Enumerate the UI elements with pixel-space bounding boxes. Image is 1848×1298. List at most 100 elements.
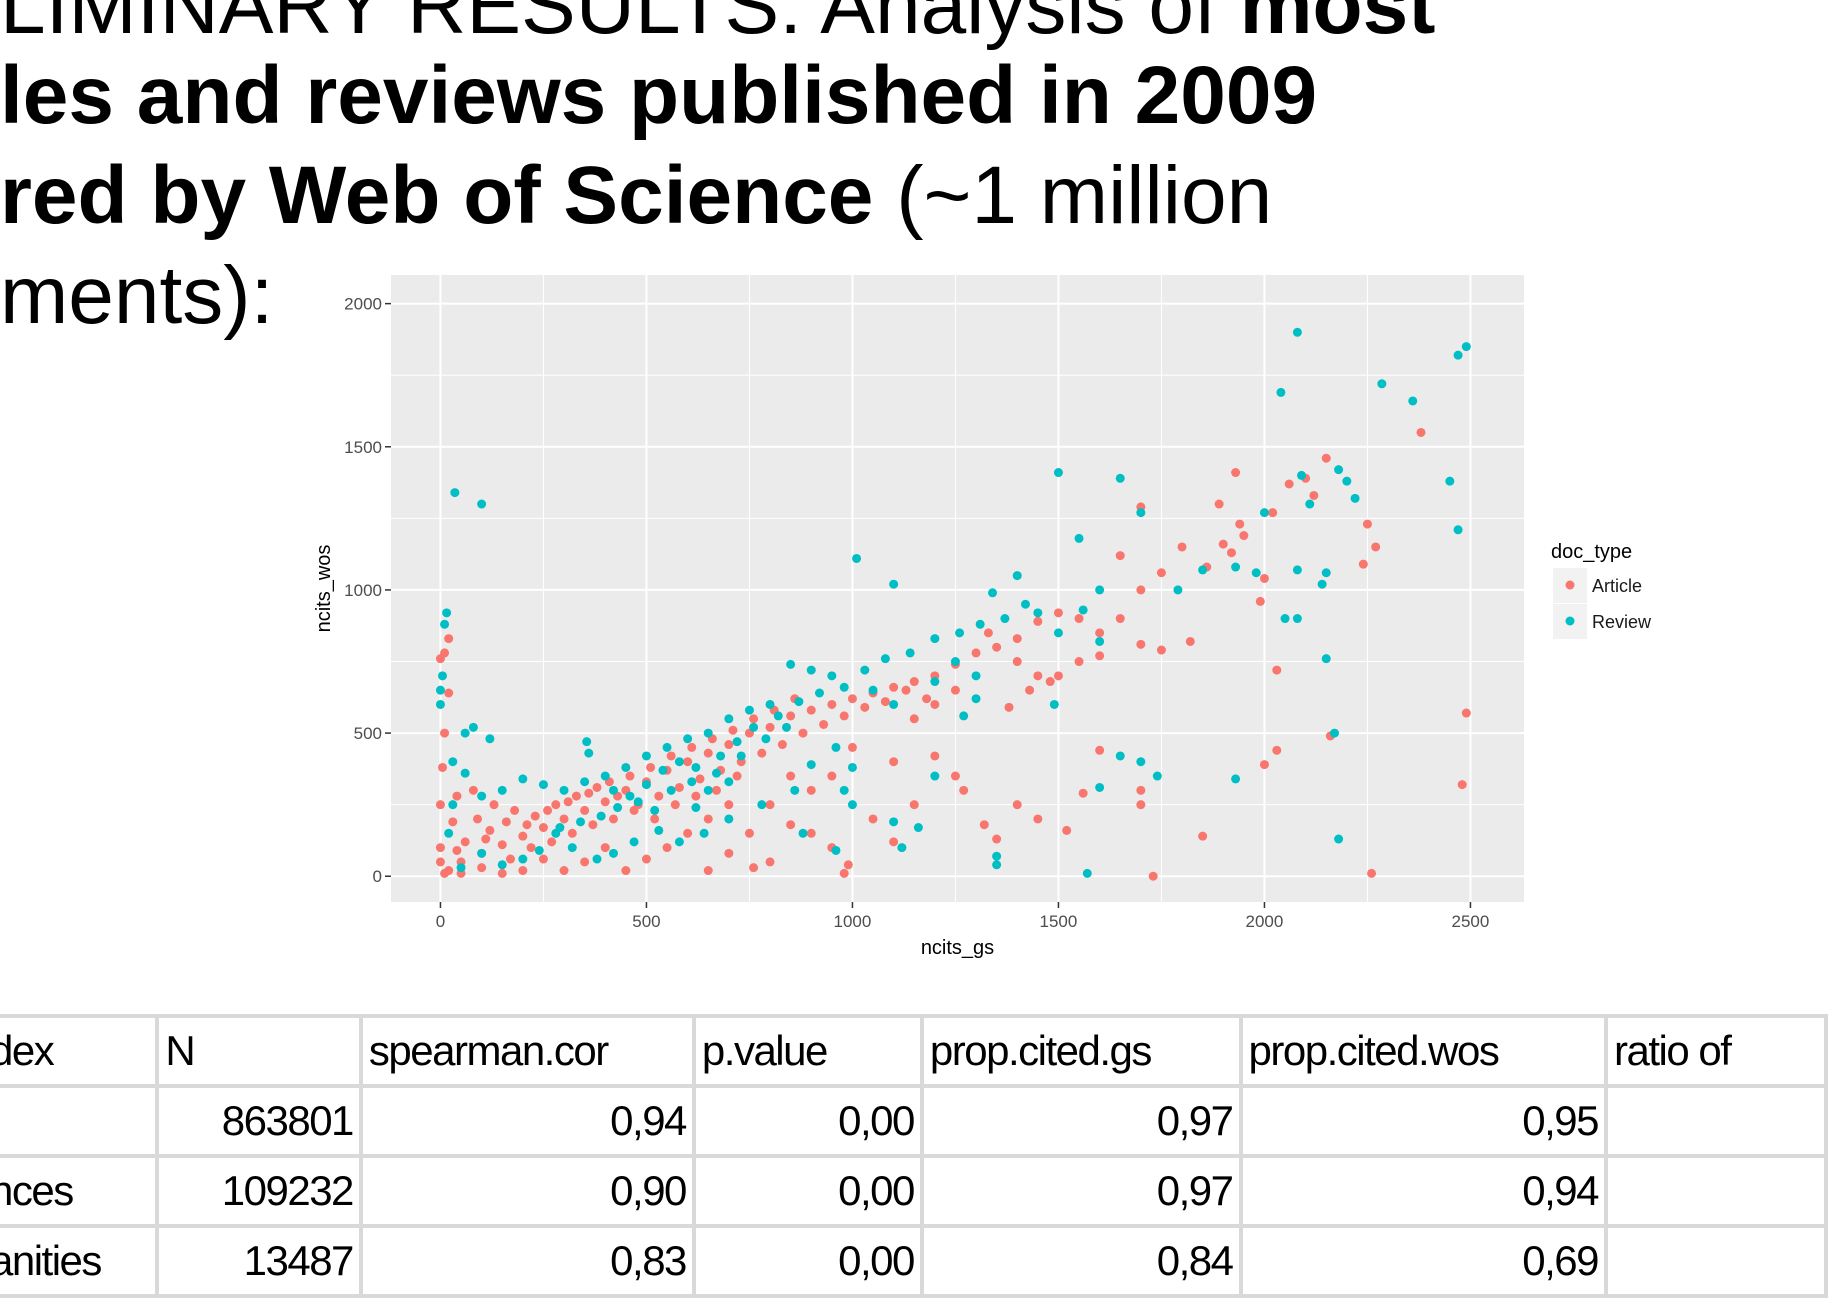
column-header: prop.cited.wos bbox=[1238, 1014, 1609, 1088]
data-point-review bbox=[744, 705, 754, 715]
data-point-article bbox=[695, 774, 705, 784]
data-point-review bbox=[736, 751, 746, 761]
heading-line-3: red by Web of Science (~1 million bbox=[0, 146, 1272, 246]
table-cell: 0,97 bbox=[919, 1154, 1243, 1228]
data-point-article bbox=[749, 714, 759, 724]
data-point-article bbox=[1012, 800, 1022, 810]
data-point-review bbox=[621, 762, 631, 772]
data-point-review bbox=[1000, 614, 1010, 624]
data-point-article bbox=[646, 762, 656, 772]
data-point-article bbox=[806, 828, 816, 838]
data-point-article bbox=[547, 837, 557, 847]
data-point-article bbox=[580, 857, 590, 867]
data-point-article bbox=[497, 868, 507, 878]
data-point-article bbox=[588, 820, 598, 830]
column-header: p.value bbox=[691, 1014, 924, 1088]
data-point-review bbox=[1342, 476, 1352, 486]
data-point-review bbox=[1231, 562, 1241, 572]
data-point-review bbox=[1280, 614, 1290, 624]
data-point-article bbox=[1053, 671, 1063, 681]
data-point-article bbox=[460, 837, 470, 847]
data-point-article bbox=[567, 828, 577, 838]
data-point-article bbox=[518, 866, 528, 876]
column-header: dex bbox=[0, 1014, 160, 1088]
data-point-article bbox=[1062, 825, 1072, 835]
data-point-article bbox=[703, 748, 713, 758]
heading-text: LIMINARY RESULTS: Analysis of bbox=[0, 0, 1240, 51]
data-point-article bbox=[580, 805, 590, 815]
data-point-review bbox=[629, 837, 639, 847]
data-point-review bbox=[1334, 834, 1344, 844]
data-point-article bbox=[1004, 702, 1014, 712]
data-point-article bbox=[744, 828, 754, 838]
data-point-article bbox=[827, 699, 837, 709]
data-point-review bbox=[868, 685, 878, 695]
heading-text-bold: les and reviews published in 2009 bbox=[0, 50, 1318, 141]
data-point-review bbox=[773, 711, 783, 721]
data-point-review bbox=[1198, 565, 1208, 575]
data-point-review bbox=[732, 737, 742, 747]
table-row: anities 13487 0,83 0,00 0,84 0,69 bbox=[0, 1224, 1828, 1298]
data-point-article bbox=[889, 757, 899, 767]
data-point-article bbox=[777, 740, 787, 750]
data-point-article bbox=[703, 866, 713, 876]
data-point-article bbox=[1268, 508, 1278, 518]
data-point-review bbox=[518, 774, 528, 784]
data-point-article bbox=[674, 782, 684, 792]
data-point-review bbox=[662, 742, 672, 752]
data-point-article bbox=[683, 828, 693, 838]
data-point-article bbox=[711, 785, 721, 795]
data-point-article bbox=[1231, 468, 1241, 478]
data-point-review bbox=[534, 845, 544, 855]
data-point-article bbox=[485, 825, 495, 835]
data-point-review bbox=[847, 762, 857, 772]
data-point-article bbox=[1148, 871, 1158, 881]
data-point-article bbox=[629, 805, 639, 815]
x-tick-label: 2000 bbox=[1246, 912, 1284, 931]
legend-label: Review bbox=[1592, 612, 1652, 632]
data-point-article bbox=[1461, 708, 1471, 718]
results-table: dexNspearman.corp.valueprop.cited.gsprop… bbox=[0, 1014, 1828, 1298]
data-point-article bbox=[571, 791, 581, 801]
data-point-article bbox=[1115, 614, 1125, 624]
data-point-review bbox=[827, 671, 837, 681]
data-point-article bbox=[765, 857, 775, 867]
data-point-review bbox=[852, 553, 862, 563]
x-tick-label: 1500 bbox=[1040, 912, 1078, 931]
data-point-article bbox=[505, 854, 515, 864]
data-point-article bbox=[1045, 677, 1055, 687]
data-point-review bbox=[1321, 654, 1331, 664]
data-point-review bbox=[831, 845, 841, 855]
data-point-review bbox=[703, 728, 713, 738]
data-point-article bbox=[992, 834, 1002, 844]
data-point-article bbox=[650, 814, 660, 824]
data-point-article bbox=[922, 694, 932, 704]
x-tick-label: 0 bbox=[436, 912, 445, 931]
data-point-review bbox=[691, 762, 701, 772]
data-point-article bbox=[724, 848, 734, 858]
data-point-article bbox=[440, 648, 450, 658]
data-point-article bbox=[538, 854, 548, 864]
data-point-review bbox=[1445, 476, 1455, 486]
table-cell: 0,95 bbox=[1238, 1084, 1609, 1158]
data-point-article bbox=[662, 843, 672, 853]
data-point-review bbox=[435, 685, 445, 695]
data-point-review bbox=[1095, 636, 1105, 646]
data-point-article bbox=[703, 814, 713, 824]
data-point-article bbox=[600, 843, 610, 853]
data-point-article bbox=[847, 742, 857, 752]
table-cell: 0,00 bbox=[691, 1224, 924, 1298]
table-cell bbox=[1604, 1224, 1828, 1298]
data-point-review bbox=[477, 791, 487, 801]
data-point-article bbox=[435, 843, 445, 853]
data-point-article bbox=[889, 837, 899, 847]
table-cell bbox=[1604, 1154, 1828, 1228]
data-point-article bbox=[971, 648, 981, 658]
data-point-article bbox=[765, 800, 775, 810]
data-point-article bbox=[1156, 645, 1166, 655]
table-cell: 0,69 bbox=[1238, 1224, 1609, 1298]
table-cell: 109232 bbox=[155, 1154, 363, 1228]
data-point-review bbox=[930, 634, 940, 644]
data-point-review bbox=[1053, 468, 1063, 478]
data-point-review bbox=[711, 768, 721, 778]
